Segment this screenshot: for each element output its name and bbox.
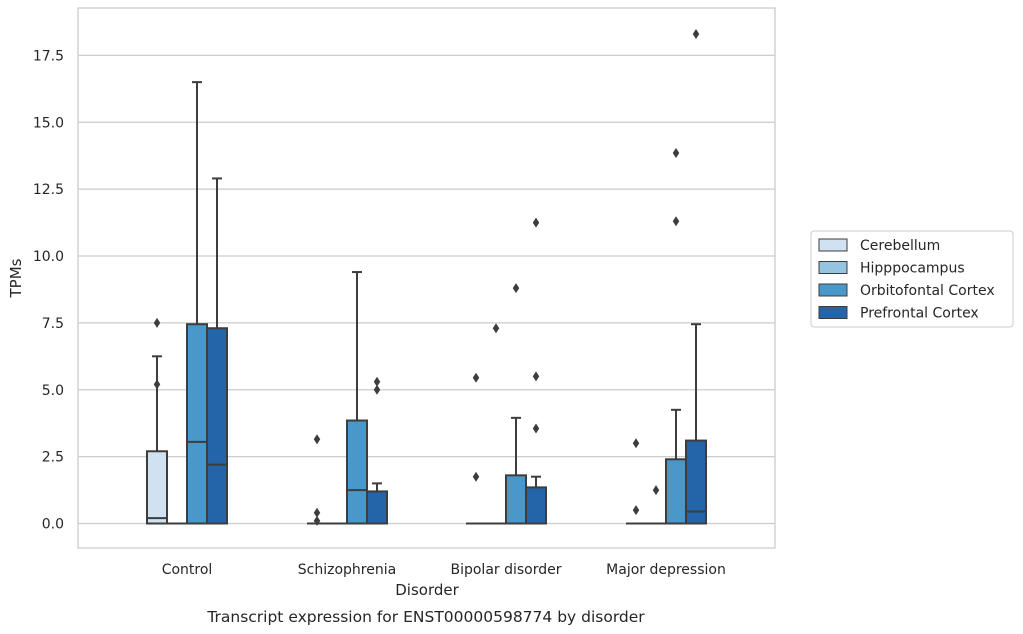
outlier-point — [373, 376, 381, 387]
box-cerebellum-3 — [626, 438, 646, 525]
outlier-point — [472, 372, 480, 383]
outlier-point — [532, 371, 540, 382]
legend-frame — [810, 230, 1014, 328]
box-hipppocampus-3 — [646, 485, 666, 525]
outlier-point — [472, 471, 480, 482]
legend-label: Prefrontal Cortex — [860, 306, 979, 322]
box-body — [346, 419, 368, 525]
box-prefrontal-cortex-2 — [525, 217, 547, 525]
outlier-point — [532, 423, 540, 434]
legend-item: Hipppocampus — [818, 261, 965, 277]
y-tick-label: 17.5 — [33, 48, 64, 64]
box-cerebellum-2 — [466, 372, 486, 525]
outlier-point — [632, 505, 640, 516]
box-hipppocampus-2 — [486, 323, 506, 525]
box-prefrontal-cortex-1 — [366, 376, 388, 525]
outlier-point — [672, 216, 680, 227]
box-orbitofontal-cortex-0 — [186, 81, 208, 525]
outlier-point — [632, 438, 640, 449]
x-tick-labels: Control Schizophrenia Bipolar disorder Majo… — [162, 562, 726, 578]
box-plots — [146, 28, 707, 526]
box-body — [505, 474, 527, 525]
y-axis-label: TPMs — [7, 258, 25, 298]
legend-label: Orbitofontal Cortex — [860, 283, 995, 299]
y-tick-labels: 0.0 2.5 5.0 7.5 10.0 12.5 15.0 17.5 — [33, 48, 64, 532]
box-prefrontal-cortex-0 — [206, 177, 228, 525]
legend-swatch — [818, 306, 848, 319]
outlier-point — [512, 283, 520, 294]
box-prefrontal-cortex-3 — [685, 28, 707, 525]
outlier-point — [153, 317, 161, 328]
legend-swatch — [818, 261, 848, 274]
box-orbitofontal-cortex-3 — [665, 148, 687, 525]
outlier-point — [672, 148, 680, 159]
y-tick-label: 15.0 — [33, 115, 64, 131]
outlier-point — [153, 379, 161, 390]
plot-frame — [77, 7, 776, 549]
legend-item: Cerebellum — [818, 238, 940, 254]
grid-lines — [78, 54, 775, 525]
y-tick-label: 2.5 — [42, 450, 64, 466]
chart-caption: Transcript expression for ENST0000059877… — [206, 608, 645, 626]
legend-label: Cerebellum — [860, 238, 940, 254]
outlier-point — [492, 323, 500, 334]
box-orbitofontal-cortex-2 — [505, 283, 527, 525]
outlier-point — [692, 28, 700, 39]
box-body — [366, 490, 388, 525]
legend-swatch — [818, 238, 848, 252]
box-body — [685, 439, 707, 525]
y-tick-label: 10.0 — [33, 249, 64, 265]
outlier-point — [313, 434, 321, 445]
legend-swatch — [818, 283, 848, 297]
box-body — [206, 327, 228, 525]
x-tick-label: Schizophrenia — [298, 562, 396, 578]
y-tick-label: 12.5 — [33, 182, 64, 198]
y-tick-label: 7.5 — [42, 316, 64, 332]
legend-label: Hipppocampus — [860, 261, 965, 277]
x-tick-label: Major depression — [606, 562, 726, 578]
legend-item: Orbitofontal Cortex — [818, 283, 995, 299]
x-tick-label: Bipolar disorder — [450, 562, 561, 578]
outlier-point — [652, 485, 660, 496]
box-body — [525, 486, 547, 525]
box-orbitofontal-cortex-1 — [346, 271, 368, 525]
x-tick-label: Control — [162, 562, 213, 578]
outlier-point — [373, 384, 381, 395]
box-cerebellum-0 — [146, 317, 168, 525]
outlier-point — [532, 217, 540, 228]
y-tick-label: 5.0 — [42, 383, 64, 399]
box-cerebellum-1 — [307, 434, 327, 526]
legend: Cerebellum Hipppocampus Orbitofontal Corte… — [810, 230, 1014, 328]
box-body — [146, 450, 168, 525]
box-body — [186, 323, 208, 525]
box-body — [665, 458, 687, 525]
legend-item: Prefrontal Cortex — [818, 306, 979, 322]
outlier-point — [313, 515, 321, 526]
outlier-point — [313, 507, 321, 518]
x-axis-label: Disorder — [395, 581, 459, 599]
y-tick-label: 0.0 — [42, 517, 64, 533]
